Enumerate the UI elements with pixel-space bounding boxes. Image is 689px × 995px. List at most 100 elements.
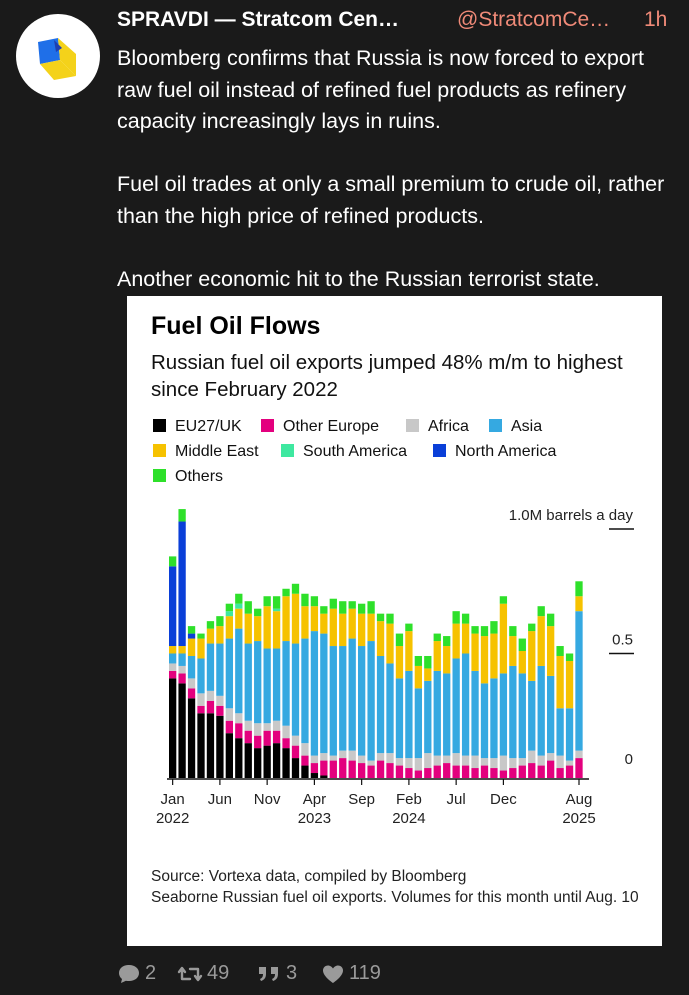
author-handle[interactable]: @StratcomCe… <box>457 8 611 31</box>
bar-segment <box>197 638 205 659</box>
legend-swatch <box>153 469 166 482</box>
bar-segment <box>424 668 432 681</box>
tweet-timestamp[interactable]: 1h <box>644 8 668 31</box>
bar-segment <box>225 708 233 721</box>
x-tick-label: Feb <box>396 791 422 808</box>
bar-segment <box>367 601 375 614</box>
legend-item: North America <box>433 442 556 462</box>
bar-segment <box>509 636 517 666</box>
reply-button[interactable]: 2 <box>117 962 156 985</box>
bar-segment <box>443 636 451 647</box>
quote-button[interactable]: 3 <box>256 962 297 985</box>
bar-segment <box>386 613 394 624</box>
retweet-button[interactable]: 49 <box>177 962 229 985</box>
legend-label: South America <box>303 443 408 460</box>
like-button[interactable]: 119 <box>321 962 381 985</box>
quote-count: 3 <box>286 962 298 984</box>
chart-title: Fuel Oil Flows <box>151 312 321 340</box>
bar-segment <box>537 616 545 666</box>
bar-segment <box>537 765 545 778</box>
bar-segment <box>518 638 526 652</box>
bar-segment <box>301 743 309 756</box>
bar-segment <box>556 708 564 756</box>
legend-item: Africa <box>406 417 469 437</box>
retweet-count: 49 <box>207 962 230 984</box>
bar-segment <box>556 655 564 709</box>
avatar[interactable] <box>16 14 100 98</box>
bar-segment <box>339 750 347 759</box>
bar-segment <box>367 765 375 778</box>
bar-segment <box>414 655 422 666</box>
x-tick-year-label: 2022 <box>156 810 189 827</box>
bar-segment <box>310 755 319 764</box>
bar-segment <box>565 760 574 766</box>
bar-segment <box>461 623 470 654</box>
bar-segment <box>291 643 300 736</box>
x-tick-label: Nov <box>254 791 281 808</box>
bar-segment <box>565 765 574 778</box>
bar-segment <box>320 775 328 778</box>
bar-segment <box>244 643 252 721</box>
bar-segment <box>187 698 196 778</box>
bar-segment <box>452 623 460 659</box>
bar-segment <box>414 688 422 759</box>
retweet-icon <box>177 966 203 981</box>
legend-label: Other Europe <box>283 418 380 435</box>
bar-segment <box>225 611 233 617</box>
bar-segment <box>518 758 526 766</box>
bar-segment <box>490 621 498 634</box>
legend-swatch <box>406 419 419 432</box>
x-tick-year-label: 2025 <box>562 810 595 827</box>
bar-segment <box>282 738 290 749</box>
x-tick-label: Aug <box>566 791 593 808</box>
bar-segment <box>556 755 564 769</box>
bar-segment <box>216 616 224 627</box>
bar-segment <box>490 758 498 769</box>
legend-swatch <box>433 444 446 457</box>
x-tick-year-label: 2023 <box>298 810 331 827</box>
legend-label: Africa <box>428 418 469 435</box>
quote-icon <box>259 966 278 981</box>
bar-segment <box>320 633 328 754</box>
bar-segment <box>348 608 356 639</box>
bar-segment <box>244 601 252 614</box>
bar-segment <box>556 646 564 656</box>
bar-segment <box>414 770 422 778</box>
bar-segment <box>282 641 290 726</box>
bar-segment <box>509 768 517 778</box>
heart-icon <box>323 965 343 983</box>
bar-segment <box>169 556 177 567</box>
bar-segment <box>310 763 319 774</box>
bar-segment <box>169 566 177 647</box>
bar-segment <box>197 693 205 706</box>
bar-segment <box>310 631 319 756</box>
bar-segment <box>547 675 555 754</box>
bar-segment <box>244 613 252 644</box>
bar-segment <box>263 730 271 746</box>
bar-segment <box>537 755 545 766</box>
bar-segment <box>187 633 196 639</box>
bar-segment <box>452 611 460 624</box>
bar-segment <box>206 690 215 701</box>
bar-segment <box>376 621 385 656</box>
bar-segment <box>235 628 243 714</box>
bar-segment <box>414 665 422 689</box>
bar-segment <box>386 763 394 778</box>
bar-segment <box>206 628 215 644</box>
bar-segment <box>339 758 347 778</box>
bar-segment <box>320 753 328 761</box>
bar-segment <box>461 755 470 766</box>
bar-segment <box>395 646 404 679</box>
author-name[interactable]: SPRAVDI — Stratcom Cen… <box>117 8 399 31</box>
bar-segment <box>433 633 441 642</box>
bar-segment <box>424 655 432 669</box>
x-tick-label: Apr <box>303 791 326 808</box>
bar-segment <box>206 713 215 778</box>
bar-segment <box>244 720 252 731</box>
stacked-bar-chart: 0 0.5 1.0M barrels a day Jan 2022 Jun Nov Apr 20… <box>156 507 634 827</box>
bar-segment <box>537 606 545 617</box>
bar-segment <box>443 763 451 778</box>
bar-segment <box>367 613 375 642</box>
attached-chart-image[interactable]: Fuel Oil Flows Russian fuel oil exports … <box>127 296 662 946</box>
bar-segment <box>547 753 555 761</box>
